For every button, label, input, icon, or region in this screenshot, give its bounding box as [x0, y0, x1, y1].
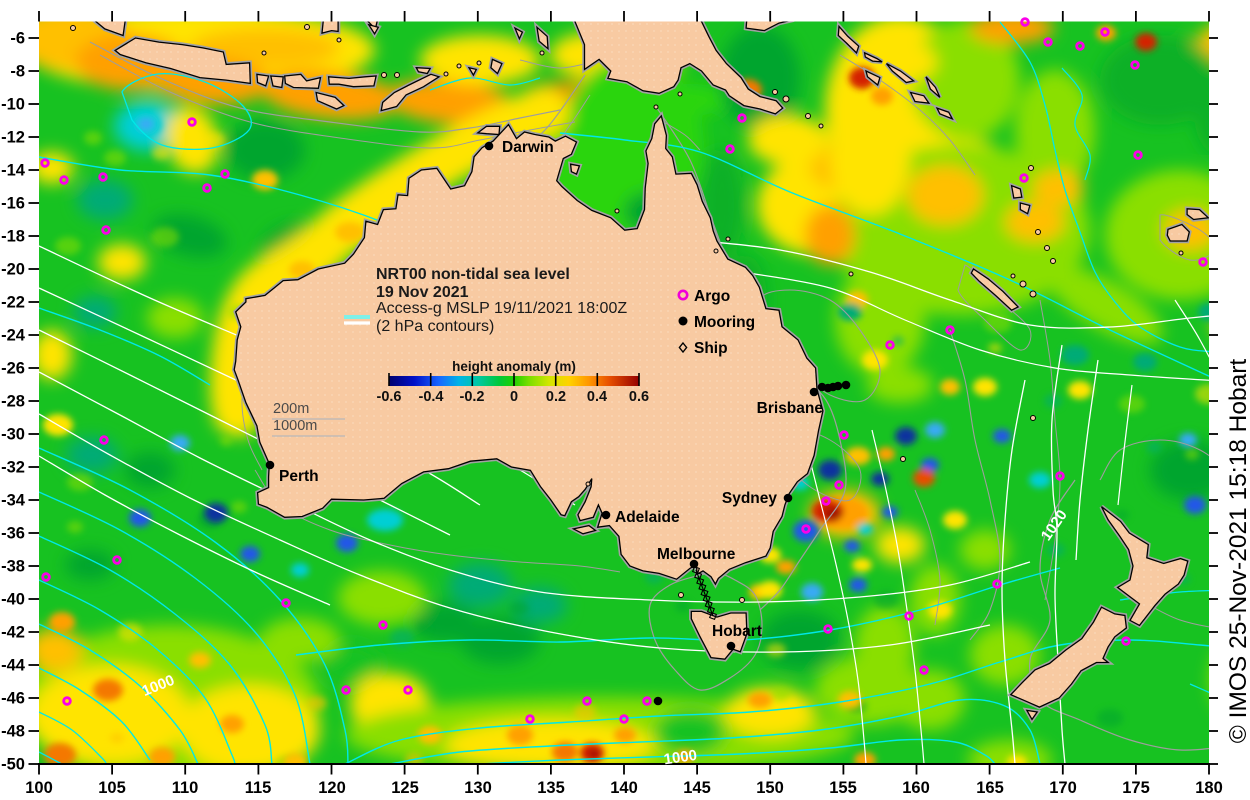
svg-text:0.4: 0.4: [587, 389, 607, 405]
svg-text:Brisbane: Brisbane: [757, 400, 824, 417]
svg-text:-30: -30: [1, 426, 25, 444]
svg-text:-50: -50: [1, 756, 25, 774]
svg-text:115: 115: [245, 779, 272, 797]
svg-text:-40: -40: [1, 591, 25, 609]
svg-text:100: 100: [25, 779, 53, 797]
svg-text:height anomaly (m): height anomaly (m): [452, 359, 576, 374]
svg-text:Ship: Ship: [694, 340, 728, 357]
svg-text:-10: -10: [1, 96, 25, 114]
svg-text:Mooring: Mooring: [694, 314, 755, 331]
svg-text:-44: -44: [1, 657, 26, 675]
svg-text:-20: -20: [1, 261, 25, 279]
svg-text:155: 155: [829, 779, 857, 797]
svg-text:145: 145: [683, 779, 711, 797]
svg-text:150: 150: [756, 779, 784, 797]
svg-text:160: 160: [902, 779, 930, 797]
svg-text:19 Nov 2021: 19 Nov 2021: [376, 284, 469, 301]
svg-text:Access-g MSLP 19/11/2021 18:00: Access-g MSLP 19/11/2021 18:00Z: [376, 300, 627, 317]
svg-text:-0.4: -0.4: [419, 389, 444, 405]
svg-text:-28: -28: [1, 393, 25, 411]
svg-text:-6: -6: [10, 30, 25, 48]
svg-text:110: 110: [172, 779, 199, 797]
svg-text:0.2: 0.2: [546, 389, 566, 405]
svg-text:Hobart: Hobart: [712, 623, 762, 640]
svg-text:-42: -42: [1, 624, 25, 642]
svg-text:-14: -14: [1, 162, 26, 180]
svg-text:-8: -8: [10, 63, 25, 81]
svg-text:Adelaide: Adelaide: [615, 509, 680, 526]
svg-text:0: 0: [510, 389, 518, 405]
svg-text:-24: -24: [1, 327, 26, 345]
svg-text:-18: -18: [1, 228, 25, 246]
svg-text:170: 170: [1049, 779, 1077, 797]
svg-text:-16: -16: [1, 195, 25, 213]
svg-text:-32: -32: [1, 459, 25, 477]
svg-text:-0.2: -0.2: [460, 389, 485, 405]
svg-text:125: 125: [391, 779, 419, 797]
svg-text:NRT00 non-tidal sea level: NRT00 non-tidal sea level: [376, 266, 570, 283]
svg-text:Perth: Perth: [279, 468, 319, 485]
svg-text:135: 135: [537, 779, 565, 797]
svg-text:175: 175: [1122, 779, 1150, 797]
svg-text:-46: -46: [1, 690, 25, 708]
svg-text:140: 140: [610, 779, 638, 797]
svg-text:0.6: 0.6: [629, 389, 649, 405]
svg-text:-12: -12: [1, 129, 25, 147]
svg-text:-26: -26: [1, 360, 25, 378]
svg-text:1000m: 1000m: [273, 418, 317, 434]
svg-text:Argo: Argo: [694, 288, 730, 305]
svg-text:Sydney: Sydney: [722, 490, 778, 507]
svg-text:-34: -34: [1, 492, 26, 510]
svg-text:1000: 1000: [663, 747, 698, 768]
svg-text:-48: -48: [1, 723, 25, 741]
svg-text:105: 105: [98, 779, 126, 797]
svg-text:120: 120: [318, 779, 346, 797]
svg-text:130: 130: [464, 779, 492, 797]
svg-text:-0.6: -0.6: [377, 389, 402, 405]
svg-text:Melbourne: Melbourne: [657, 546, 736, 563]
svg-text:-38: -38: [1, 558, 25, 576]
svg-text:(2 hPa contours): (2 hPa contours): [376, 318, 494, 335]
svg-text:-36: -36: [1, 525, 25, 543]
svg-text:180: 180: [1195, 779, 1223, 797]
svg-text:© IMOS 25-Nov-2021 15:18 Hobar: © IMOS 25-Nov-2021 15:18 Hobart: [1225, 359, 1250, 744]
svg-text:Darwin: Darwin: [502, 139, 554, 156]
svg-text:-22: -22: [1, 294, 25, 312]
svg-text:200m: 200m: [273, 401, 309, 417]
svg-text:165: 165: [976, 779, 1004, 797]
